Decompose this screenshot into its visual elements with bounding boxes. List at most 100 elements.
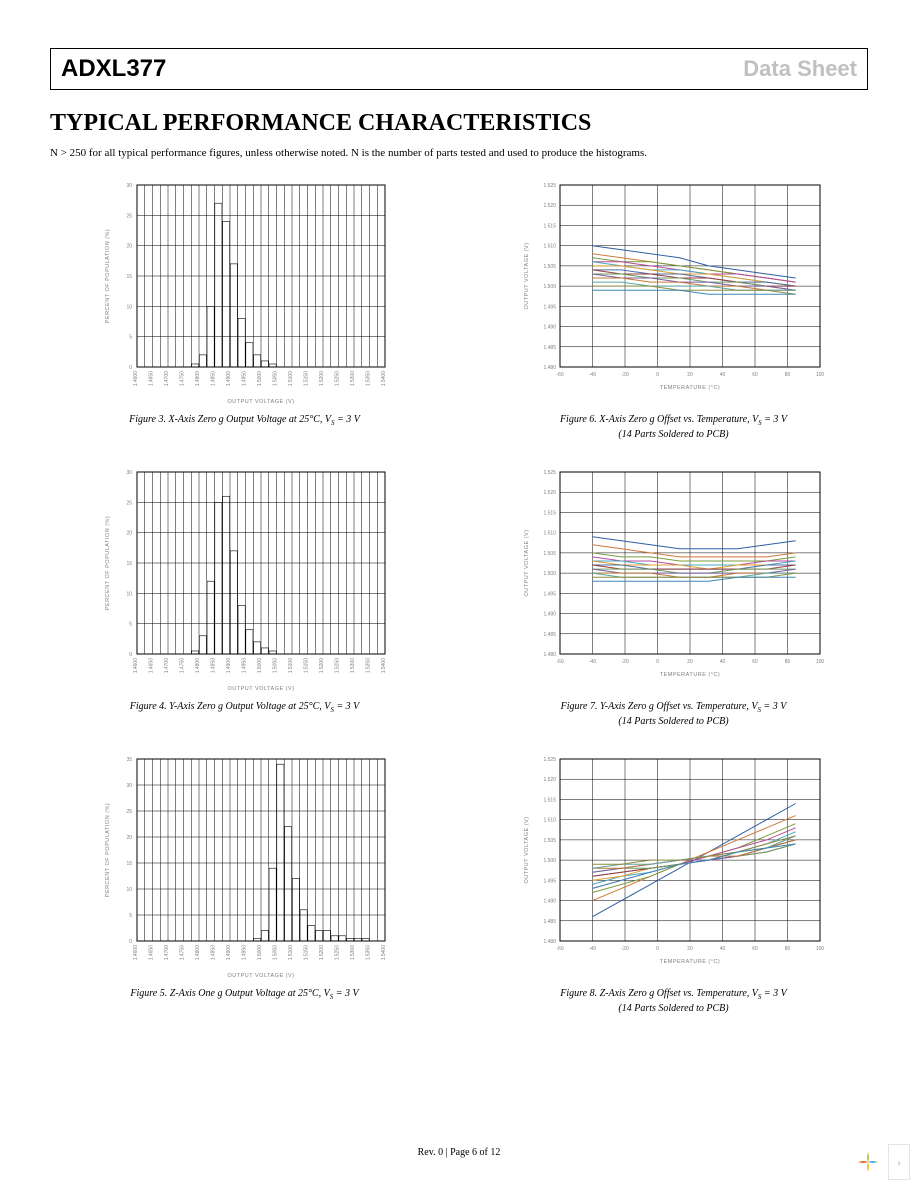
figure-6: -60-40-200204060801001.4801.4851.4901.49… — [479, 177, 868, 442]
svg-text:1.5100: 1.5100 — [288, 945, 294, 961]
svg-text:1.480: 1.480 — [543, 652, 556, 658]
line-chart: -60-40-200204060801001.4801.4851.4901.49… — [514, 464, 834, 694]
svg-text:1.500: 1.500 — [543, 571, 556, 577]
figure-5: 051015202530351.46001.46501.47001.47501.… — [50, 751, 439, 1016]
svg-text:PERCENT OF POPULATION (%): PERCENT OF POPULATION (%) — [105, 516, 111, 611]
svg-text:1.515: 1.515 — [543, 797, 556, 803]
figure-caption: Figure 8. Z-Axis Zero g Offset vs. Tempe… — [560, 987, 787, 1016]
svg-text:20: 20 — [687, 372, 693, 378]
svg-text:1.5350: 1.5350 — [365, 658, 371, 674]
svg-text:15: 15 — [126, 861, 132, 867]
svg-text:25: 25 — [126, 500, 132, 506]
svg-text:1.5050: 1.5050 — [272, 658, 278, 674]
svg-text:0: 0 — [656, 659, 659, 665]
svg-text:0: 0 — [656, 946, 659, 952]
svg-text:1.5150: 1.5150 — [303, 658, 309, 674]
svg-text:TEMPERATURE (°C): TEMPERATURE (°C) — [659, 959, 720, 965]
svg-text:1.485: 1.485 — [543, 632, 556, 638]
svg-text:1.5100: 1.5100 — [288, 658, 294, 674]
svg-text:80: 80 — [784, 659, 790, 665]
svg-text:1.5050: 1.5050 — [272, 945, 278, 961]
figure-7: -60-40-200204060801001.4801.4851.4901.49… — [479, 464, 868, 729]
svg-text:1.5300: 1.5300 — [350, 658, 356, 674]
svg-text:1.525: 1.525 — [543, 470, 556, 476]
svg-text:20: 20 — [687, 946, 693, 952]
svg-text:-60: -60 — [556, 372, 563, 378]
svg-text:OUTPUT VOLTAGE (V): OUTPUT VOLTAGE (V) — [227, 399, 294, 405]
svg-text:60: 60 — [752, 372, 758, 378]
svg-text:OUTPUT VOLTAGE (V): OUTPUT VOLTAGE (V) — [524, 242, 530, 309]
figure-caption: Figure 7. Y-Axis Zero g Offset vs. Tempe… — [561, 700, 787, 729]
svg-text:1.505: 1.505 — [543, 551, 556, 557]
svg-text:1.4600: 1.4600 — [133, 945, 139, 961]
svg-text:-20: -20 — [621, 946, 628, 952]
svg-text:60: 60 — [752, 659, 758, 665]
svg-text:1.5350: 1.5350 — [365, 945, 371, 961]
svg-text:OUTPUT VOLTAGE (V): OUTPUT VOLTAGE (V) — [524, 529, 530, 596]
svg-text:1.5100: 1.5100 — [288, 371, 294, 387]
svg-text:35: 35 — [126, 757, 132, 763]
svg-text:25: 25 — [126, 809, 132, 815]
svg-text:-20: -20 — [621, 372, 628, 378]
svg-text:1.5000: 1.5000 — [257, 658, 263, 674]
page-footer: Rev. 0 | Page 6 of 12 — [0, 1147, 918, 1158]
svg-text:1.4700: 1.4700 — [164, 371, 170, 387]
figure-caption: Figure 6. X-Axis Zero g Offset vs. Tempe… — [560, 413, 787, 442]
svg-text:1.5400: 1.5400 — [381, 371, 387, 387]
svg-text:0: 0 — [129, 365, 132, 371]
figure-caption: Figure 3. X-Axis Zero g Output Voltage a… — [129, 413, 360, 428]
svg-text:10: 10 — [126, 591, 132, 597]
svg-text:1.5050: 1.5050 — [272, 371, 278, 387]
svg-text:1.4700: 1.4700 — [164, 658, 170, 674]
svg-text:0: 0 — [129, 652, 132, 658]
figure-caption: Figure 4. Y-Axis Zero g Output Voltage a… — [130, 700, 359, 715]
svg-text:1.4650: 1.4650 — [148, 371, 154, 387]
svg-text:1.5250: 1.5250 — [334, 945, 340, 961]
svg-text:1.490: 1.490 — [543, 611, 556, 617]
histogram-chart: 051015202530351.46001.46501.47001.47501.… — [95, 751, 395, 981]
svg-text:1.520: 1.520 — [543, 203, 556, 209]
svg-text:1.5300: 1.5300 — [350, 371, 356, 387]
svg-text:10: 10 — [126, 887, 132, 893]
svg-text:5: 5 — [129, 335, 132, 341]
next-button[interactable]: › — [888, 1144, 910, 1180]
svg-text:TEMPERATURE (°C): TEMPERATURE (°C) — [659, 672, 720, 678]
svg-text:1.5150: 1.5150 — [303, 371, 309, 387]
chart-grid: 0510152025301.46001.46501.47001.47501.48… — [50, 177, 868, 1016]
svg-text:1.485: 1.485 — [543, 919, 556, 925]
svg-text:20: 20 — [126, 531, 132, 537]
svg-text:100: 100 — [815, 372, 824, 378]
svg-text:20: 20 — [687, 659, 693, 665]
svg-text:1.520: 1.520 — [543, 490, 556, 496]
svg-text:1.4700: 1.4700 — [164, 945, 170, 961]
svg-text:1.4950: 1.4950 — [241, 658, 247, 674]
svg-text:-40: -40 — [588, 372, 595, 378]
svg-text:80: 80 — [784, 372, 790, 378]
svg-text:PERCENT OF POPULATION (%): PERCENT OF POPULATION (%) — [105, 229, 111, 324]
svg-text:1.4850: 1.4850 — [210, 945, 216, 961]
svg-text:1.4750: 1.4750 — [179, 371, 185, 387]
svg-text:1.5300: 1.5300 — [350, 945, 356, 961]
svg-text:PERCENT OF POPULATION (%): PERCENT OF POPULATION (%) — [105, 803, 111, 898]
figure-caption: Figure 5. Z-Axis One g Output Voltage at… — [130, 987, 358, 1002]
svg-text:-60: -60 — [556, 659, 563, 665]
svg-text:1.495: 1.495 — [543, 591, 556, 597]
svg-text:1.490: 1.490 — [543, 325, 556, 331]
svg-text:-40: -40 — [588, 946, 595, 952]
svg-text:1.490: 1.490 — [543, 898, 556, 904]
svg-text:-40: -40 — [588, 659, 595, 665]
svg-text:1.4900: 1.4900 — [226, 658, 232, 674]
svg-text:1.4800: 1.4800 — [195, 371, 201, 387]
svg-text:1.510: 1.510 — [543, 244, 556, 250]
svg-text:25: 25 — [126, 213, 132, 219]
svg-text:60: 60 — [752, 946, 758, 952]
svg-text:1.5150: 1.5150 — [303, 945, 309, 961]
line-chart: -60-40-200204060801001.4801.4851.4901.49… — [514, 751, 834, 981]
svg-text:1.4850: 1.4850 — [210, 371, 216, 387]
svg-text:1.525: 1.525 — [543, 757, 556, 763]
svg-text:1.505: 1.505 — [543, 838, 556, 844]
svg-text:1.515: 1.515 — [543, 223, 556, 229]
svg-text:1.4800: 1.4800 — [195, 658, 201, 674]
section-note: N > 250 for all typical performance figu… — [50, 147, 868, 159]
svg-text:1.5250: 1.5250 — [334, 658, 340, 674]
